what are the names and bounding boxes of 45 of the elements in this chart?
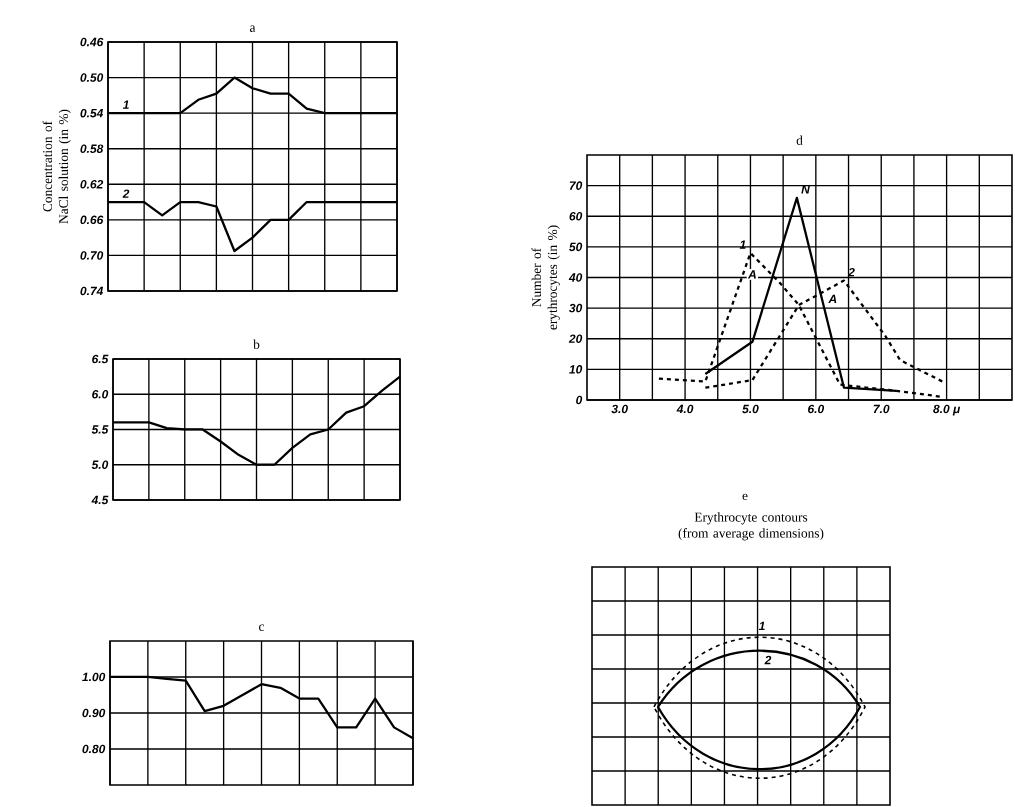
- text: Erythrocyte contours (from average dimensions): [678, 512, 824, 541]
- chart-title: c: [259, 624, 265, 631]
- y-tick-label: 60: [569, 211, 583, 221]
- y-tick-label: 0.58: [80, 144, 104, 153]
- y-tick-label: 0.50: [80, 73, 104, 82]
- series-label: 2: [122, 189, 130, 198]
- annotation: A: [747, 270, 756, 279]
- y-tick-label: 4.5: [91, 495, 109, 505]
- series-label: 1: [122, 100, 129, 109]
- y-tick-label: 0.66: [80, 215, 104, 225]
- y-tick-label: 30: [569, 303, 583, 313]
- y-tick-label: 10: [569, 365, 583, 374]
- y-tick-label: 70: [569, 181, 583, 190]
- y-tick-label: 5.0: [91, 460, 109, 469]
- y-tick-label: 0.46: [80, 37, 104, 47]
- y-tick-label: 0.70: [80, 251, 104, 260]
- y-axis-title: Concentration of NaCl solution (in %): [42, 109, 71, 224]
- y-tick-label: 0.62: [80, 180, 104, 189]
- y-tick-label: 6.0: [92, 389, 109, 399]
- x-tick-label: 5.0: [742, 404, 759, 414]
- y-tick-label: 0.54: [80, 108, 104, 118]
- y-tick-label: 1.00: [82, 672, 106, 682]
- x-tick-label: 3.0: [611, 404, 628, 414]
- y-tick-label: 50: [569, 242, 583, 252]
- x-tick-label: 8.0 μ: [933, 404, 961, 416]
- y-tick-label: 0.90: [82, 708, 106, 718]
- chart-title: a: [250, 25, 256, 32]
- y-tick-label: 6.5: [92, 354, 109, 364]
- y-tick-label: 20: [568, 334, 583, 343]
- y-tick-label: 0: [576, 395, 583, 405]
- y-tick-label: 40: [568, 273, 583, 282]
- text: 2: [764, 655, 772, 665]
- y-axis-title: Number of erythrocytes (in %): [531, 225, 560, 330]
- y-tick-label: 5.5: [91, 425, 109, 434]
- x-tick-label: 7.0: [873, 404, 890, 414]
- chart-title: d: [796, 135, 803, 145]
- text: 1: [758, 621, 765, 631]
- text: e: [742, 493, 748, 501]
- y-tick-label: 0.80: [82, 744, 106, 754]
- y-tick-label: 0.74: [80, 286, 104, 296]
- x-tick-label: 6.0: [808, 404, 825, 414]
- chart-title: b: [253, 339, 260, 349]
- annotation: A: [828, 294, 837, 304]
- x-tick-label: 4.0: [676, 404, 694, 414]
- series-label: 2: [848, 267, 855, 277]
